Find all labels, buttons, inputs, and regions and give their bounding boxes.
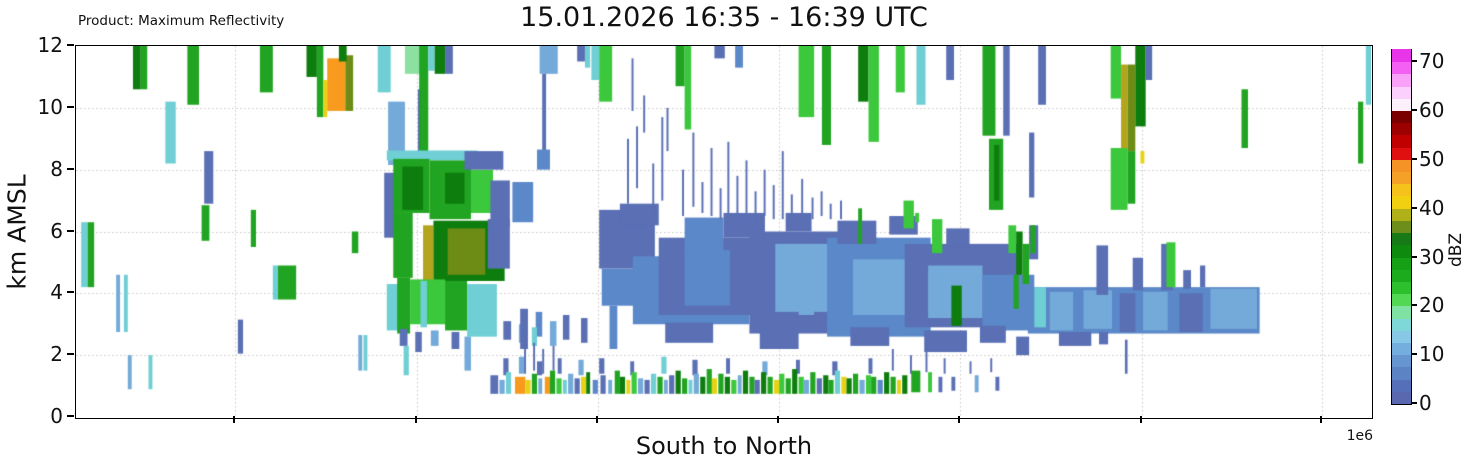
colorbar-tick-label: 0 [1419,391,1432,415]
x-axis-label: South to North [635,432,813,460]
x-tick-mark [1319,416,1322,423]
colorbar-segment [1392,244,1411,258]
y-tick-label: 10 [37,94,63,119]
colorbar-segment [1392,342,1411,356]
colorbar-tick-mark [1411,353,1417,356]
colorbar-segment [1392,183,1411,197]
colorbar-segment [1392,232,1411,246]
radar-plot-canvas [76,46,1371,417]
y-tick-mark [67,167,74,170]
x-tick-mark [414,416,417,423]
y-tick-label: 6 [50,218,63,243]
colorbar-segment [1392,354,1411,368]
colorbar-tick-mark [1411,157,1417,160]
colorbar-segment [1392,208,1411,221]
y-tick-mark [67,105,74,108]
colorbar-tick-mark [1411,304,1417,307]
colorbar-tick-label: 10 [1419,342,1445,367]
colorbar-tick-mark [1411,60,1417,63]
y-tick-mark [67,229,74,232]
y-tick-label: 0 [50,404,63,428]
colorbar-segment [1392,110,1411,124]
colorbar-segment [1392,147,1411,160]
colorbar-tick-label: 50 [1419,146,1445,171]
colorbar-tick-mark [1411,109,1417,112]
colorbar-tick-mark [1411,206,1417,209]
colorbar-segment [1392,171,1411,185]
x-tick-mark [1139,416,1142,423]
y-tick-mark [67,415,74,417]
colorbar-segment [1392,122,1411,136]
colorbar-segment [1392,86,1411,99]
colorbar-segment [1392,293,1411,307]
colorbar-tick-mark [1411,255,1417,258]
colorbar-segment [1392,159,1411,173]
colorbar-label: dBZ [1446,232,1466,268]
colorbar-tick-label: 20 [1419,293,1445,318]
colorbar-tick-label: 40 [1419,195,1445,220]
colorbar-segment [1392,269,1411,282]
colorbar-segment [1392,318,1411,331]
y-tick-mark [67,291,74,294]
x-tick-mark [595,416,598,423]
colorbar-segment [1392,73,1411,87]
colorbar-segment [1392,61,1411,75]
colorbar-segment [1392,49,1411,63]
page-title: 15.01.2026 16:35 - 16:39 UTC [520,2,928,33]
y-tick-mark [67,353,74,356]
colorbar [1391,49,1412,405]
colorbar-tick-label: 60 [1419,98,1445,123]
plot-area [75,45,1373,419]
colorbar-segment [1392,98,1411,112]
y-tick-label: 2 [50,342,63,367]
colorbar-tick-label: 30 [1419,244,1445,269]
product-label: Product: Maximum Reflectivity [78,13,285,29]
colorbar-segment [1392,366,1411,380]
colorbar-tick-mark [1411,402,1417,404]
x-tick-mark [777,416,780,423]
x-tick-mark [958,416,961,423]
colorbar-segment [1392,330,1411,343]
y-tick-label: 12 [37,33,63,57]
y-tick-label: 4 [50,280,63,305]
colorbar-segment [1392,379,1411,392]
colorbar-segment [1392,134,1411,148]
x-axis-offset-text: 1e6 [1346,428,1373,444]
x-tick-mark [233,416,236,423]
colorbar-segment [1392,257,1411,270]
colorbar-segment [1392,281,1411,295]
colorbar-segment [1392,305,1411,319]
y-tick-mark [67,44,74,46]
colorbar-segment [1392,220,1411,234]
y-tick-label: 8 [50,156,63,181]
colorbar-segment [1392,195,1411,209]
colorbar-segment [1392,391,1411,404]
colorbar-tick-label: 70 [1419,49,1445,74]
